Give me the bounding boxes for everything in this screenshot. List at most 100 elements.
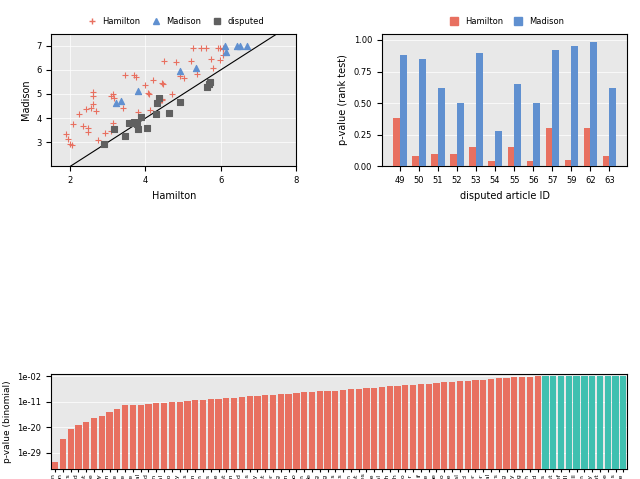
Point	[143, 90, 153, 97]
Point	[81, 105, 91, 113]
Point	[136, 113, 147, 120]
Bar	[469, 148, 476, 167]
Bar	[130, 405, 136, 479]
Y-axis label: Madison: Madison	[20, 80, 31, 120]
Point	[127, 119, 138, 127]
Bar	[91, 418, 97, 479]
Point	[129, 71, 140, 79]
Point	[154, 94, 164, 102]
Point	[201, 44, 211, 52]
Bar	[387, 387, 393, 479]
Point	[93, 136, 103, 144]
Point	[142, 124, 152, 132]
Bar	[419, 59, 426, 167]
Point	[83, 128, 93, 136]
Bar	[285, 394, 292, 479]
Bar	[371, 388, 378, 479]
Bar	[488, 161, 495, 167]
Point	[131, 73, 141, 80]
Bar	[449, 382, 455, 479]
Point	[175, 72, 185, 80]
Point	[63, 135, 74, 143]
Point	[202, 83, 212, 91]
Point	[77, 122, 88, 130]
Point	[83, 125, 93, 132]
Bar	[379, 387, 385, 479]
Bar	[418, 384, 424, 479]
Point	[99, 140, 109, 148]
Point	[111, 99, 122, 107]
Bar	[534, 376, 541, 479]
Point	[218, 46, 228, 53]
Y-axis label: p-value (rank test): p-value (rank test)	[339, 55, 348, 146]
Bar	[581, 376, 588, 479]
Bar	[612, 376, 619, 479]
Point	[132, 120, 142, 128]
Bar	[550, 376, 556, 479]
Bar	[552, 50, 559, 167]
Point	[157, 95, 167, 103]
Point	[157, 79, 168, 87]
Point	[156, 96, 166, 104]
Bar	[511, 377, 518, 479]
Bar	[324, 391, 331, 479]
Point	[133, 108, 143, 115]
Bar	[573, 376, 580, 479]
Legend: Hamilton, Madison: Hamilton, Madison	[442, 14, 567, 29]
Bar	[153, 403, 159, 479]
Bar	[558, 376, 564, 479]
Bar	[52, 462, 58, 479]
Bar	[270, 395, 276, 479]
Point	[179, 74, 189, 81]
X-axis label: Hamilton: Hamilton	[152, 191, 196, 201]
Bar	[169, 402, 175, 479]
Point	[191, 64, 202, 72]
Point	[241, 42, 252, 49]
Bar	[527, 161, 533, 167]
Point	[171, 58, 181, 66]
Point	[158, 80, 168, 88]
Point	[208, 65, 218, 72]
Bar	[542, 376, 548, 479]
Point	[100, 129, 111, 137]
Bar	[400, 55, 406, 167]
Bar	[533, 103, 540, 167]
Point	[109, 94, 119, 102]
Bar	[207, 399, 214, 479]
Bar	[301, 392, 307, 479]
Point	[88, 89, 98, 96]
Point	[186, 57, 196, 65]
Point	[221, 48, 231, 56]
Point	[206, 55, 216, 62]
Bar	[122, 405, 128, 479]
Bar	[495, 378, 502, 479]
Bar	[465, 381, 471, 479]
Point	[191, 70, 202, 78]
Point	[133, 88, 143, 95]
Bar	[340, 390, 346, 479]
Bar	[589, 376, 595, 479]
Point	[108, 91, 118, 98]
Point	[232, 42, 242, 49]
Bar	[161, 403, 167, 479]
Bar	[566, 376, 572, 479]
Point	[120, 71, 130, 79]
Bar	[200, 400, 206, 479]
Bar	[246, 397, 253, 479]
X-axis label: disputed article ID: disputed article ID	[460, 191, 550, 201]
Point	[213, 44, 223, 52]
Bar	[231, 398, 237, 479]
Point	[133, 125, 143, 133]
Bar	[476, 53, 483, 167]
Bar	[138, 405, 144, 479]
Bar	[457, 381, 463, 479]
Bar	[76, 425, 81, 479]
Bar	[545, 128, 552, 167]
Bar	[519, 377, 525, 479]
Point	[175, 99, 185, 106]
Bar	[403, 385, 408, 479]
Point	[195, 44, 205, 52]
Bar	[564, 160, 572, 167]
Point	[236, 42, 246, 49]
Bar	[364, 388, 369, 479]
